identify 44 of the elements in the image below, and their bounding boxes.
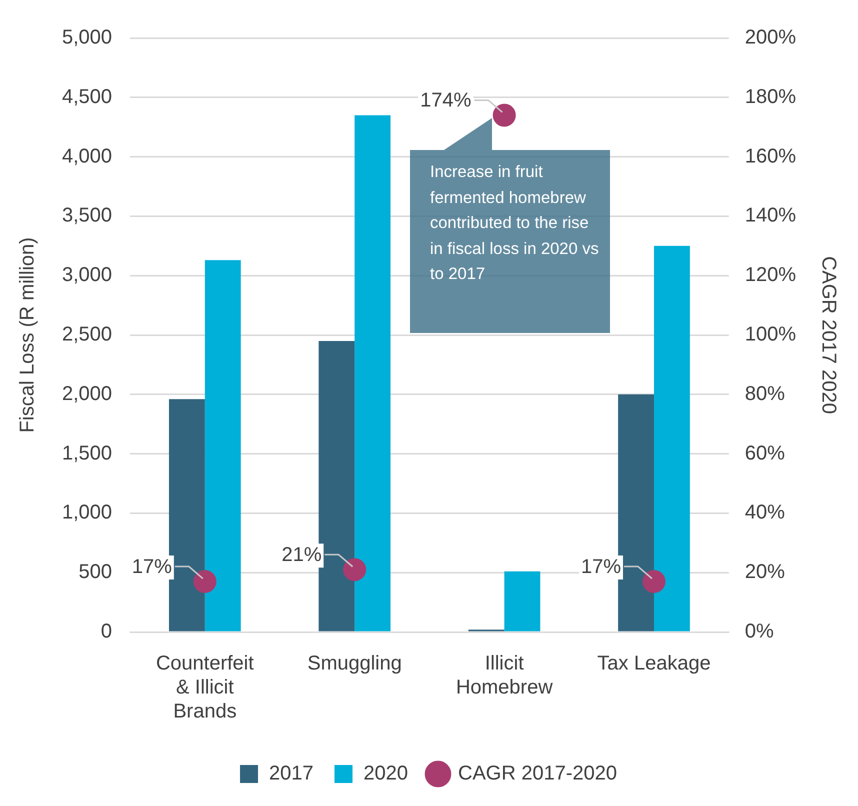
y2-tick-label: 200%: [744, 26, 796, 49]
y2-axis-title: CAGR 2017 2020: [817, 256, 840, 414]
x-tick-label: Counterfeit & Illicit Brands: [156, 652, 254, 723]
point: [193, 570, 216, 594]
annotation: Increase in fruit fermented homebrew contributed to the rise in fiscal loss in 2020 vs to 2017: [430, 162, 600, 285]
data-label: 17%: [580, 556, 622, 578]
bar: [204, 260, 241, 632]
y2-tick-label: 40%: [744, 502, 786, 524]
point: [642, 570, 666, 594]
y2-tick-label: 120%: [744, 264, 796, 286]
y-tick-label: 5,000: [62, 26, 112, 49]
x-tick-label: Illicit Homebrew: [456, 652, 554, 699]
y-tick-label: 1,000: [62, 502, 112, 524]
y2-tick-label: 160%: [744, 145, 796, 168]
point: [492, 104, 516, 127]
y-tick-label: 4,500: [62, 86, 112, 108]
y2-tick-label: 60%: [744, 442, 786, 464]
bar: [504, 571, 540, 632]
y-tick-label: 4,000: [62, 145, 112, 168]
bar: [354, 115, 391, 632]
point: [343, 558, 366, 582]
y-tick-label: 2,000: [62, 382, 112, 405]
y-tick-label: 2,500: [62, 324, 112, 346]
legend-label: 2020: [364, 762, 408, 785]
y2-tick-label: 140%: [744, 204, 796, 227]
y2-tick-label: 0%: [744, 620, 774, 643]
y-axis-title: Fiscal Loss (R million): [16, 237, 39, 433]
data-label: 174%: [420, 90, 472, 112]
bar: [654, 246, 690, 632]
y2-tick-label: 180%: [744, 86, 796, 108]
x-tick-label: Tax Leakage: [597, 652, 711, 675]
data-label: 17%: [132, 556, 172, 578]
y-tick-label: 1,500: [62, 442, 112, 464]
y-tick-label: 0: [100, 620, 112, 643]
data-label: 21%: [282, 544, 322, 566]
y2-tick-label: 80%: [744, 382, 786, 405]
y-tick-label: 3,000: [62, 264, 112, 286]
y2-tick-label: 100%: [744, 324, 796, 346]
y2-tick-label: 20%: [744, 561, 786, 584]
y-tick-label: 3,500: [62, 204, 112, 227]
legend-label: 2017: [269, 762, 314, 785]
y-tick-label: 500: [78, 561, 112, 584]
legend-label: CAGR 2017-2020: [458, 762, 617, 785]
x-tick-label: Smuggling: [307, 652, 402, 675]
